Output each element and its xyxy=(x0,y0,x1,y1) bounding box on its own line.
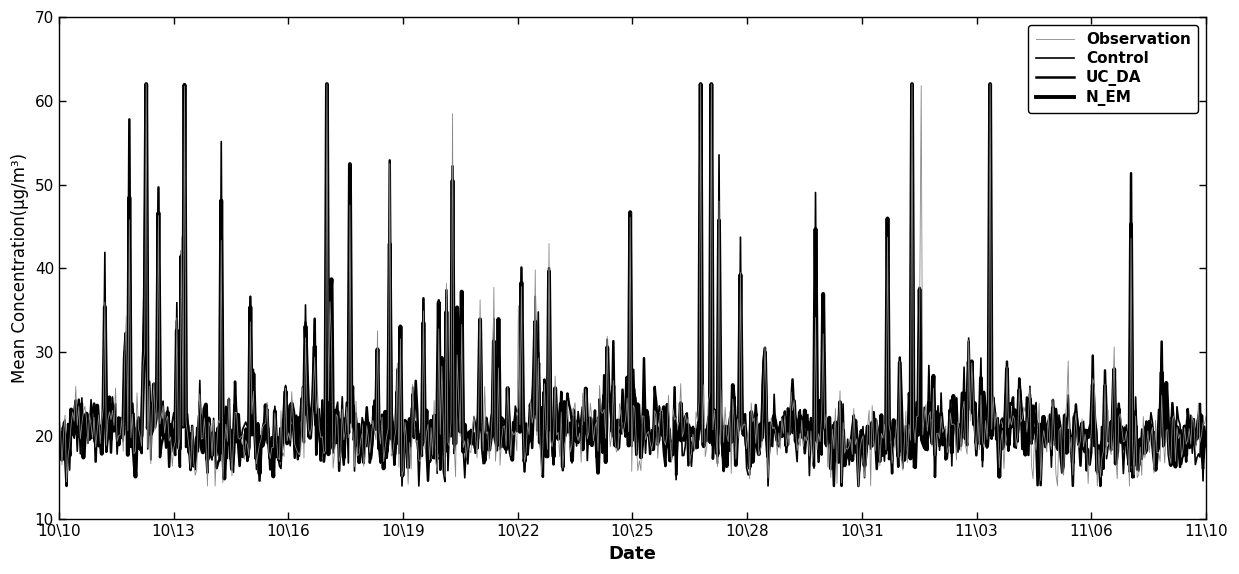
Control xyxy=(963,406,978,413)
Control xyxy=(786,430,800,437)
Control xyxy=(1198,437,1213,444)
N_EM xyxy=(725,382,740,389)
Control xyxy=(273,463,287,470)
Control xyxy=(567,409,582,416)
Observation xyxy=(435,363,450,370)
Control xyxy=(435,394,450,401)
N_EM xyxy=(1198,435,1213,441)
Control xyxy=(394,483,409,490)
Observation xyxy=(1198,413,1213,420)
Observation xyxy=(567,399,582,406)
N_EM xyxy=(274,425,289,432)
Control xyxy=(139,81,154,88)
UC_DA xyxy=(786,376,800,383)
Observation xyxy=(963,417,978,424)
N_EM xyxy=(963,388,978,395)
N_EM xyxy=(217,475,232,482)
X-axis label: Date: Date xyxy=(608,545,657,563)
Observation xyxy=(52,407,67,414)
UC_DA xyxy=(139,81,154,88)
N_EM xyxy=(786,417,800,424)
Y-axis label: Mean Concentration(μg/m³): Mean Concentration(μg/m³) xyxy=(11,153,28,383)
UC_DA xyxy=(59,483,74,490)
N_EM xyxy=(52,445,67,452)
UC_DA xyxy=(963,404,978,410)
UC_DA xyxy=(52,438,67,445)
Observation xyxy=(725,395,740,402)
N_EM xyxy=(139,81,154,88)
UC_DA xyxy=(435,375,450,382)
N_EM xyxy=(435,354,450,361)
Observation xyxy=(139,81,154,88)
Line: Control: Control xyxy=(59,84,1206,486)
Observation xyxy=(199,483,214,490)
UC_DA xyxy=(567,417,582,424)
UC_DA xyxy=(274,452,289,459)
Observation xyxy=(786,407,800,414)
UC_DA xyxy=(725,406,740,413)
Observation xyxy=(274,408,289,414)
Line: Observation: Observation xyxy=(59,84,1206,486)
Line: UC_DA: UC_DA xyxy=(59,84,1206,486)
Control xyxy=(52,441,67,448)
UC_DA xyxy=(1198,443,1213,449)
Control xyxy=(725,393,740,400)
N_EM xyxy=(567,431,582,438)
Line: N_EM: N_EM xyxy=(59,84,1206,479)
Legend: Observation, Control, UC_DA, N_EM: Observation, Control, UC_DA, N_EM xyxy=(1028,25,1198,114)
